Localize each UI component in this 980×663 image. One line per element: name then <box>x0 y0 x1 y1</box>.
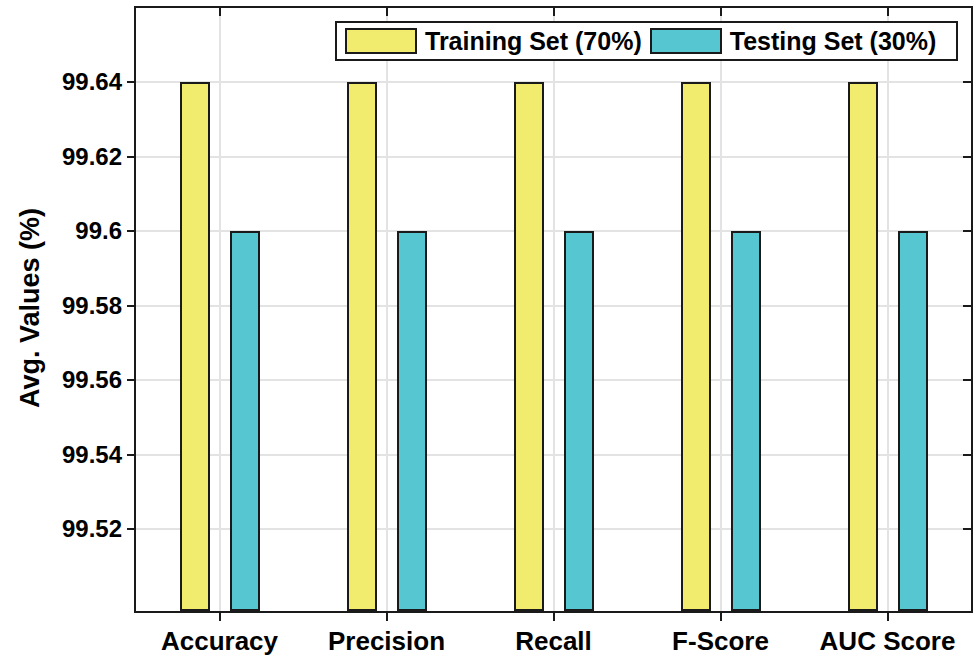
bar-testing-accuracy <box>230 231 260 611</box>
legend-swatch-training-set <box>345 28 417 54</box>
legend-label-training-set: Training Set (70%) <box>425 27 642 56</box>
y-tick-mark-left <box>127 454 136 456</box>
x-tick-mark-bottom <box>887 611 889 621</box>
bar-training-f-score <box>681 82 711 611</box>
x-tick-mark-top <box>386 8 388 16</box>
y-tick-label: 99.64 <box>18 68 122 96</box>
x-tick-mark-top <box>553 8 555 16</box>
x-tick-mark-top <box>219 8 221 16</box>
bar-training-precision <box>347 82 377 611</box>
bar-testing-recall <box>564 231 594 611</box>
bar-chart-figure: Avg. Values (%) Training Set (70%) Testi… <box>0 0 980 663</box>
bar-testing-precision <box>397 231 427 611</box>
y-tick-mark-right <box>963 230 971 232</box>
x-gridline <box>553 8 555 611</box>
x-gridline <box>887 8 889 611</box>
y-tick-mark-left <box>127 305 136 307</box>
y-tick-label: 99.58 <box>18 292 122 320</box>
bar-training-recall <box>514 82 544 611</box>
y-tick-label: 99.54 <box>18 441 122 469</box>
x-gridline <box>219 8 221 611</box>
x-tick-mark-bottom <box>219 611 221 621</box>
bar-training-auc-score <box>848 82 878 611</box>
x-tick-mark-bottom <box>386 611 388 621</box>
bar-testing-auc-score <box>898 231 928 611</box>
legend-label-testing-set: Testing Set (30%) <box>730 27 937 56</box>
y-tick-mark-right <box>963 379 971 381</box>
y-tick-label: 99.62 <box>18 143 122 171</box>
y-tick-mark-left <box>127 528 136 530</box>
y-tick-mark-left <box>127 379 136 381</box>
bar-training-accuracy <box>180 82 210 611</box>
y-tick-mark-right <box>963 81 971 83</box>
legend-swatch-testing-set <box>650 28 722 54</box>
x-gridline <box>720 8 722 611</box>
y-tick-mark-left <box>127 230 136 232</box>
y-tick-mark-right <box>963 156 971 158</box>
y-tick-mark-right <box>963 454 971 456</box>
y-tick-mark-left <box>127 81 136 83</box>
y-tick-label: 99.52 <box>18 515 122 543</box>
bar-testing-f-score <box>731 231 761 611</box>
x-tick-mark-top <box>720 8 722 16</box>
x-tick-label: AUC Score <box>793 626 980 656</box>
x-tick-label: Precision <box>292 626 482 656</box>
x-tick-label: Accuracy <box>125 626 315 656</box>
x-tick-mark-top <box>887 8 889 16</box>
y-tick-mark-right <box>963 528 971 530</box>
legend: Training Set (70%) Testing Set (30%) <box>335 21 958 61</box>
x-gridline <box>386 8 388 611</box>
plot-area <box>134 6 973 613</box>
x-tick-mark-bottom <box>553 611 555 621</box>
x-tick-mark-bottom <box>720 611 722 621</box>
y-tick-mark-right <box>963 305 971 307</box>
y-tick-label: 99.56 <box>18 366 122 394</box>
y-tick-label: 99.6 <box>18 217 122 245</box>
x-tick-label: F-Score <box>626 626 816 656</box>
x-tick-label: Recall <box>459 626 649 656</box>
y-tick-mark-left <box>127 156 136 158</box>
